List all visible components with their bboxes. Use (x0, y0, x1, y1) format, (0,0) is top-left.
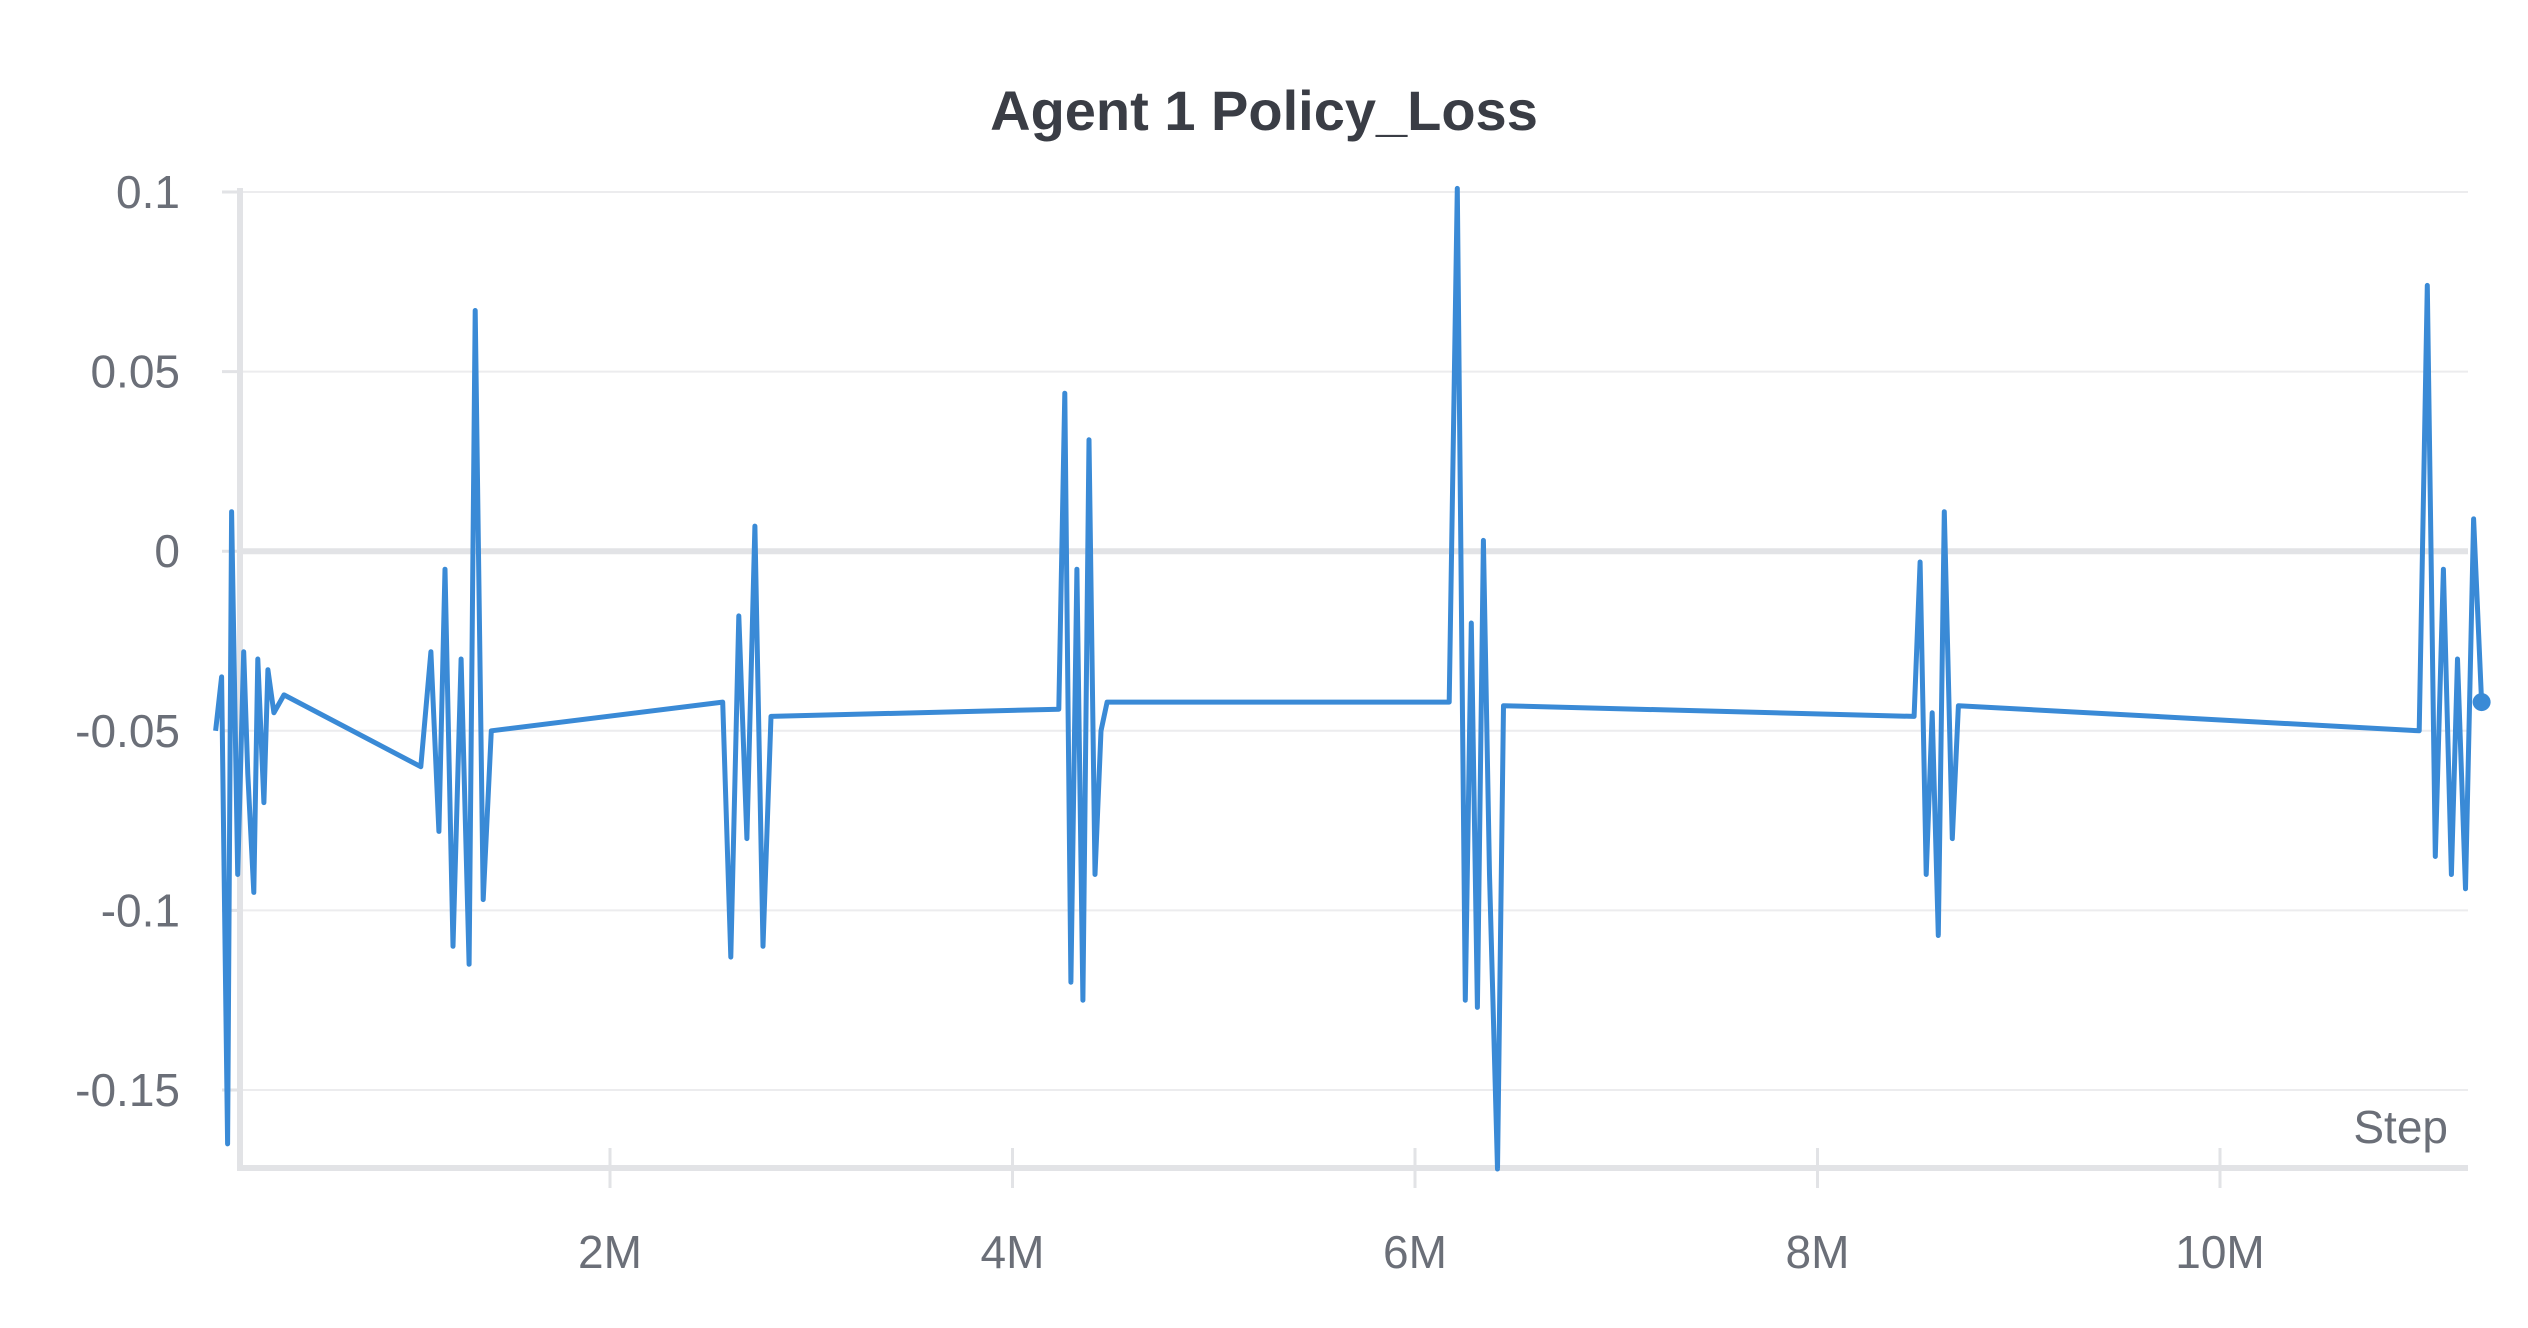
y-tick-labels: 0.1 0.05 0 -0.05 -0.1 -0.15 (75, 166, 180, 1116)
x-axis-label: Step (2353, 1101, 2448, 1153)
y-tick-label: -0.05 (75, 705, 180, 757)
x-tick-label: 8M (1786, 1226, 1850, 1278)
x-tick-label: 4M (981, 1226, 1045, 1278)
series-line (213, 185, 2485, 1172)
y-tick-label: -0.15 (75, 1064, 180, 1116)
series-endpoint-marker (2472, 693, 2491, 712)
x-tick-labels: 2M 4M 6M 8M 10M (578, 1148, 2265, 1278)
chart-title: Agent 1 Policy_Loss (990, 79, 1538, 142)
series-group (213, 185, 2491, 1172)
y-tick-label: 0.05 (90, 346, 180, 398)
x-tick-label: 2M (578, 1226, 642, 1278)
y-tick-label: 0 (154, 525, 180, 577)
x-tick-label: 10M (2175, 1226, 2264, 1278)
grid-lines (222, 190, 2468, 1092)
x-tick-label: 6M (1383, 1226, 1447, 1278)
axes (237, 188, 2468, 1171)
y-tick-label: -0.1 (101, 884, 180, 936)
y-tick-label: 0.1 (116, 166, 180, 218)
